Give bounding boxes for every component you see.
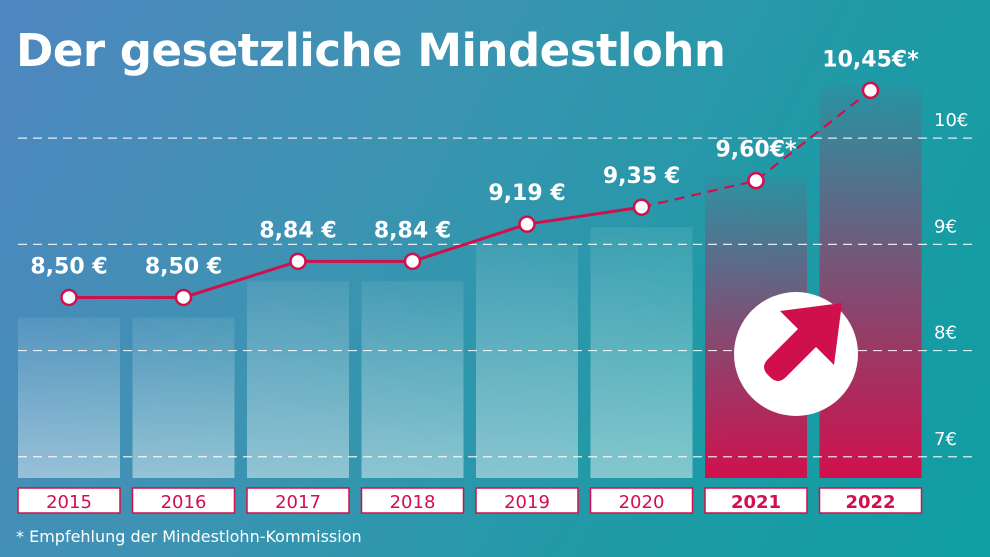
data-label-2018: 8,84 €	[374, 218, 451, 243]
data-point-2017	[289, 252, 307, 271]
data-label-2019: 9,19 €	[488, 181, 565, 206]
x-tick-label: 2019	[504, 492, 550, 513]
x-tick-box	[475, 487, 579, 514]
series-line-actual	[69, 205, 642, 299]
bar-2015	[18, 317, 120, 478]
data-point-2020	[632, 198, 651, 216]
x-tick-label: 2015	[46, 492, 92, 513]
x-tick-box	[131, 487, 236, 514]
data-label-2022: 10,45€*	[822, 47, 919, 72]
x-tick-box	[818, 487, 923, 514]
x-tick-box	[246, 487, 350, 514]
y-tick-label: 9€	[934, 216, 957, 237]
y-tick-label: 10€	[934, 110, 968, 131]
bar-2019	[476, 244, 578, 478]
series-line-projected	[641, 89, 872, 209]
x-tick-label: 2022	[845, 492, 895, 513]
x-tick-label: 2017	[275, 492, 321, 513]
data-label-2017: 8,84 €	[259, 218, 336, 243]
data-label-2016: 8,50 €	[145, 254, 222, 279]
bar-2016	[132, 317, 235, 478]
bar-2018	[361, 281, 464, 478]
bar-2022	[819, 86, 922, 479]
data-label-2021: 9,60€*	[715, 138, 797, 163]
chart-footnote: * Empfehlung der Mindestlohn-Kommission	[16, 527, 362, 546]
data-point-2018	[403, 252, 422, 271]
x-tick-label: 2018	[390, 492, 436, 513]
chart-title: Der gesetzliche Mindestlohn	[16, 24, 726, 77]
x-tick-label: 2021	[731, 492, 781, 513]
x-tick-label: 2020	[619, 492, 665, 513]
bar-2020	[590, 227, 693, 478]
data-label-2015: 8,50 €	[30, 254, 107, 279]
trend-arrow-icon	[734, 292, 858, 416]
data-point-2015	[60, 288, 78, 307]
bar-2017	[247, 281, 349, 478]
data-point-2016	[174, 288, 193, 307]
y-tick-label: 7€	[934, 429, 957, 450]
y-tick-label: 8€	[934, 323, 957, 344]
x-tick-box	[360, 487, 465, 514]
trend-arrow-shape	[764, 303, 842, 381]
x-tick-box	[704, 487, 808, 514]
x-tick-box	[589, 487, 694, 514]
data-point-2022	[861, 81, 880, 100]
x-tick-label: 2016	[161, 492, 207, 513]
data-point-2021	[747, 171, 765, 190]
data-point-2019	[518, 215, 536, 233]
data-label-2020: 9,35 €	[603, 164, 680, 189]
x-tick-box	[17, 487, 121, 514]
